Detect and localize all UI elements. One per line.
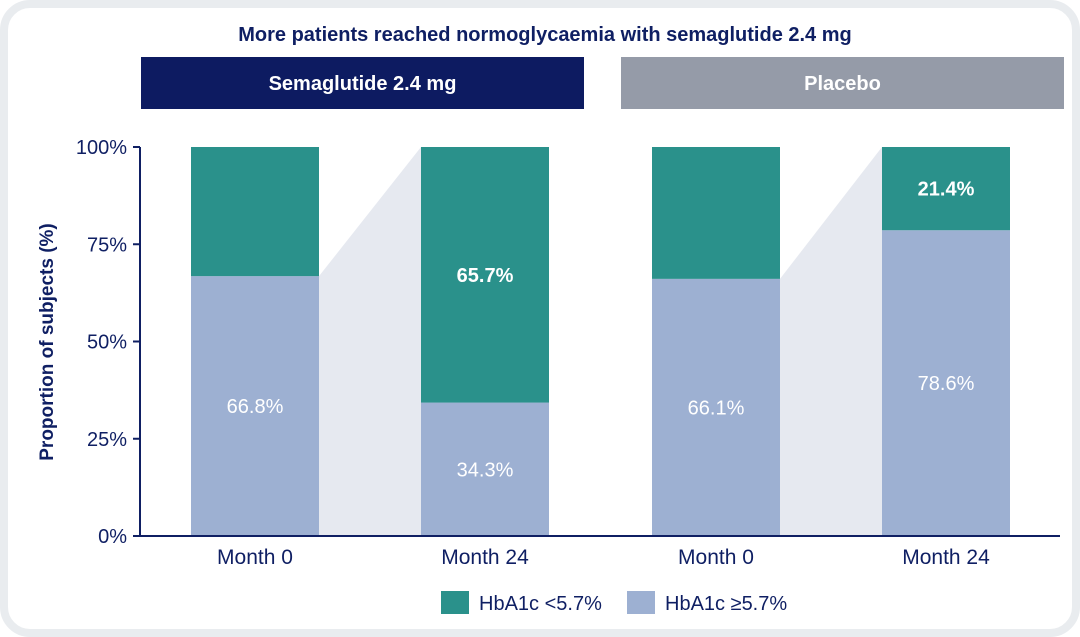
data-label: 66.1% xyxy=(688,397,745,419)
y-axis-label: Proportion of subjects (%) xyxy=(37,223,58,461)
bars-layer: 66.8% 34.3% 65.7% 66.1% 78.6% 21.4% xyxy=(191,147,1010,536)
x-tick-label: Month 24 xyxy=(441,546,529,569)
connector-band xyxy=(780,147,882,536)
connector-layer xyxy=(319,147,882,536)
bar-segment-hba1c-ge-5-7 xyxy=(882,230,1010,536)
legend-swatch xyxy=(627,591,655,614)
bar-segment-hba1c-ge-5-7 xyxy=(421,402,549,536)
y-tick-label: 0% xyxy=(98,526,127,548)
data-label: 66.8% xyxy=(227,396,284,418)
data-label: 78.6% xyxy=(918,373,975,395)
bar-segment-hba1c-lt-5-7 xyxy=(421,147,549,403)
data-label: 65.7% xyxy=(457,265,514,287)
y-axis: 0% 25% 50% 75% 100% xyxy=(76,137,1060,548)
group-header-bar xyxy=(141,57,584,109)
bar-segment-hba1c-lt-5-7 xyxy=(652,147,780,279)
x-axis-labels: Month 0 Month 24 Month 0 Month 24 xyxy=(217,546,990,569)
x-tick-label: Month 0 xyxy=(678,546,754,569)
connector-band xyxy=(319,147,421,536)
legend-label: HbA1c <5.7% xyxy=(479,593,602,615)
group-headers: Semaglutide 2.4 mg Placebo xyxy=(141,57,1064,109)
bar-segment-hba1c-ge-5-7 xyxy=(652,278,780,536)
bar-segment-hba1c-lt-5-7 xyxy=(882,147,1010,231)
group-header-bar xyxy=(621,57,1064,109)
chart-title: More patients reached normoglycaemia wit… xyxy=(238,24,852,46)
legend-swatch xyxy=(441,591,469,614)
y-tick-label: 50% xyxy=(87,332,127,354)
y-tick-label: 25% xyxy=(87,429,127,451)
group-header-label: Semaglutide 2.4 mg xyxy=(269,73,457,95)
legend: HbA1c <5.7% HbA1c ≥5.7% xyxy=(441,591,787,615)
bar-segment-hba1c-lt-5-7 xyxy=(191,147,319,277)
bar-segment-hba1c-ge-5-7 xyxy=(191,276,319,536)
x-tick-label: Month 24 xyxy=(902,546,990,569)
x-tick-label: Month 0 xyxy=(217,546,293,569)
y-tick-label: 75% xyxy=(87,234,127,256)
group-header-label: Placebo xyxy=(804,73,881,95)
legend-label: HbA1c ≥5.7% xyxy=(665,593,787,615)
y-tick-label: 100% xyxy=(76,137,127,159)
data-label: 34.3% xyxy=(457,459,514,481)
data-label: 21.4% xyxy=(918,179,975,201)
